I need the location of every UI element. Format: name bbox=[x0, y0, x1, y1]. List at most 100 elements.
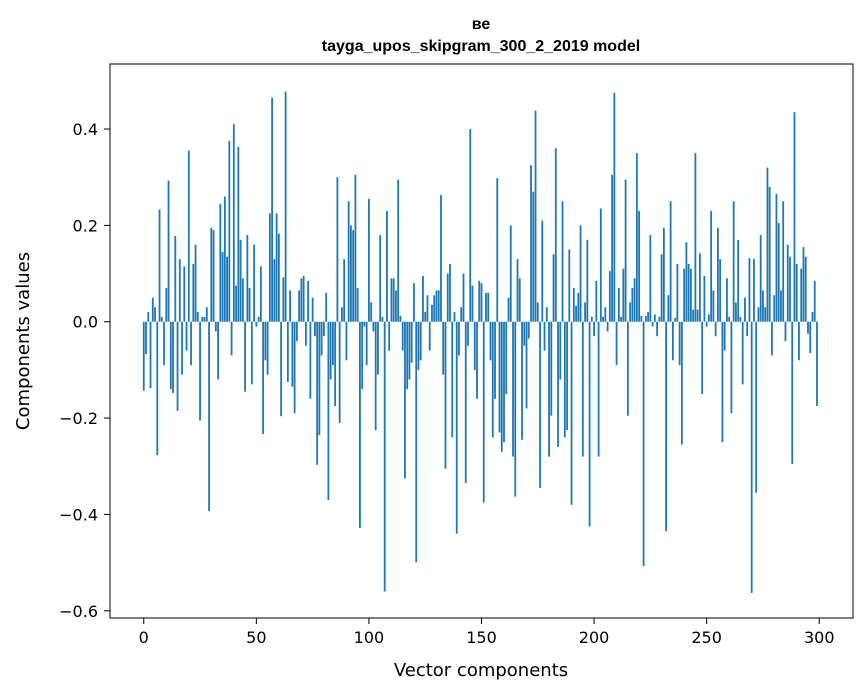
bar bbox=[185, 321, 188, 351]
bar bbox=[554, 148, 557, 322]
bar bbox=[154, 307, 156, 322]
bar bbox=[773, 295, 776, 322]
bar bbox=[471, 285, 474, 322]
bar bbox=[244, 321, 246, 392]
bar bbox=[789, 256, 791, 322]
bar bbox=[406, 321, 409, 390]
bar bbox=[404, 321, 406, 479]
bar bbox=[415, 321, 418, 563]
bar bbox=[467, 321, 469, 346]
bar bbox=[313, 321, 316, 337]
bar bbox=[289, 290, 292, 322]
bar bbox=[446, 273, 449, 322]
bar bbox=[422, 275, 424, 322]
bar bbox=[160, 316, 163, 322]
bar bbox=[512, 321, 514, 457]
y-tick-label: −0.2 bbox=[59, 409, 98, 428]
bar bbox=[590, 316, 593, 322]
bar bbox=[530, 165, 532, 322]
bar bbox=[217, 321, 219, 380]
bar bbox=[768, 186, 771, 322]
bar bbox=[473, 321, 476, 370]
x-tick-label: 150 bbox=[466, 628, 497, 647]
bar bbox=[291, 321, 294, 387]
bar bbox=[791, 321, 794, 464]
bar bbox=[383, 321, 386, 592]
bar bbox=[617, 288, 620, 322]
bar bbox=[721, 321, 724, 443]
bar bbox=[338, 321, 341, 423]
bar bbox=[350, 225, 352, 322]
bar bbox=[329, 321, 332, 380]
bar bbox=[775, 194, 778, 322]
bar bbox=[377, 321, 379, 375]
bar bbox=[485, 292, 487, 322]
bar bbox=[685, 242, 688, 322]
bar bbox=[307, 280, 310, 322]
bar bbox=[246, 235, 249, 322]
bar bbox=[604, 307, 607, 322]
bar bbox=[701, 321, 704, 394]
bar bbox=[525, 321, 528, 409]
bar bbox=[327, 321, 330, 500]
bar bbox=[334, 321, 337, 407]
bar bbox=[793, 112, 796, 322]
bar bbox=[352, 230, 355, 322]
bar bbox=[250, 321, 253, 385]
bar bbox=[622, 268, 625, 322]
bar bbox=[816, 321, 818, 407]
bar bbox=[658, 316, 661, 322]
bar bbox=[651, 321, 654, 327]
bar bbox=[606, 321, 609, 332]
bar bbox=[255, 321, 258, 327]
bar bbox=[676, 263, 679, 322]
bar bbox=[147, 312, 150, 322]
bar bbox=[386, 210, 388, 322]
bar bbox=[624, 179, 627, 322]
bar bbox=[660, 254, 663, 322]
bar bbox=[361, 321, 364, 390]
bar bbox=[442, 321, 445, 375]
bar bbox=[408, 321, 411, 380]
bar bbox=[719, 259, 722, 322]
bar bbox=[644, 315, 647, 322]
bar bbox=[577, 292, 580, 322]
bar bbox=[257, 316, 260, 322]
bar bbox=[395, 290, 397, 322]
bar bbox=[399, 315, 402, 322]
bar bbox=[764, 307, 767, 322]
bar bbox=[282, 277, 285, 322]
bar bbox=[356, 288, 359, 322]
bar bbox=[482, 321, 485, 503]
bar bbox=[219, 203, 222, 322]
bar bbox=[392, 278, 395, 322]
bar bbox=[365, 321, 368, 366]
bar bbox=[345, 321, 348, 361]
bar bbox=[295, 321, 298, 341]
bar bbox=[248, 288, 251, 322]
bar bbox=[223, 196, 226, 322]
bar bbox=[325, 292, 328, 322]
bar bbox=[158, 209, 161, 322]
bar bbox=[809, 321, 812, 354]
bar bbox=[640, 315, 643, 322]
bar bbox=[196, 312, 199, 322]
bar bbox=[626, 321, 629, 416]
x-tick-label: 100 bbox=[354, 628, 385, 647]
bar bbox=[735, 302, 737, 322]
bar bbox=[629, 302, 631, 322]
bar bbox=[413, 283, 415, 322]
bar bbox=[570, 321, 573, 505]
bar bbox=[811, 312, 814, 322]
bar bbox=[262, 321, 264, 434]
bar bbox=[300, 278, 303, 322]
bar bbox=[739, 316, 742, 322]
bar bbox=[419, 321, 422, 361]
bar bbox=[212, 230, 215, 322]
y-tick-label: −0.4 bbox=[59, 505, 98, 524]
bar bbox=[178, 259, 181, 322]
bar bbox=[744, 297, 746, 322]
bar bbox=[699, 253, 701, 322]
bar bbox=[692, 309, 695, 322]
